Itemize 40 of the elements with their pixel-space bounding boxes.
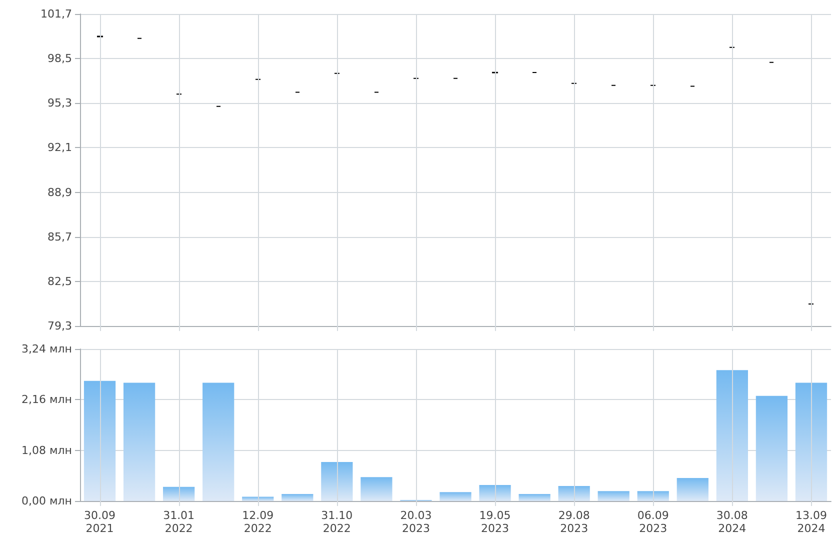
bar xyxy=(163,486,195,501)
y-tick-label: 79,3 xyxy=(48,320,72,332)
bar xyxy=(479,485,511,501)
x-tick-label: 31.01 2022 xyxy=(163,509,195,535)
bar xyxy=(756,396,788,501)
y-tick-label: 92,1 xyxy=(48,141,72,154)
bar xyxy=(123,382,156,501)
bar xyxy=(676,478,708,501)
y-tick-label: 3,24 млн xyxy=(21,342,72,356)
y-tick-label: 1,08 млн xyxy=(21,444,72,457)
y-tick-label: 88,9 xyxy=(48,186,72,199)
x-tick-label: 30.08 2024 xyxy=(716,509,748,535)
bar xyxy=(795,382,828,501)
x-tick-label: 12.09 2022 xyxy=(242,509,274,535)
y-tick-label: 0,00 млн xyxy=(21,494,72,508)
x-tick-label: 31.10 2022 xyxy=(321,509,353,535)
bar xyxy=(440,492,472,501)
bar xyxy=(84,380,116,501)
y-tick-label: 98,5 xyxy=(48,52,72,66)
y-tick-label: 2,16 млн xyxy=(21,393,72,406)
y-tick-label: 82,5 xyxy=(48,274,72,288)
bar xyxy=(716,370,748,501)
bar xyxy=(242,496,274,501)
y-tick-label: 95,3 xyxy=(48,96,72,110)
bar xyxy=(202,382,234,501)
bar xyxy=(637,491,669,501)
x-tick-label: 29.08 2023 xyxy=(558,509,590,535)
bar xyxy=(598,491,630,501)
bar xyxy=(558,486,590,501)
x-tick-label: 19.05 2023 xyxy=(479,509,511,535)
bar xyxy=(282,494,314,501)
bar xyxy=(360,477,392,501)
x-tick-label: 20.03 2023 xyxy=(400,509,432,535)
x-tick-label: 13.09 2024 xyxy=(795,509,827,535)
x-tick-label: 30.09 2021 xyxy=(84,509,116,535)
x-tick-label: 06.09 2023 xyxy=(637,509,669,535)
y-tick-label: 101,7 xyxy=(40,8,72,20)
y-tick-label: 85,7 xyxy=(48,230,72,244)
bar xyxy=(518,494,550,501)
bar xyxy=(321,462,353,501)
